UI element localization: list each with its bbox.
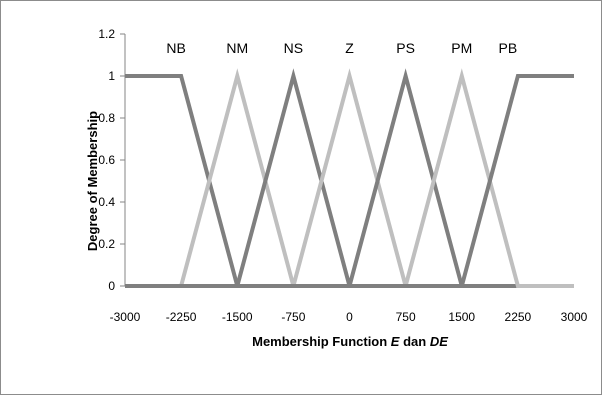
set-label-pm: PM	[451, 40, 472, 56]
set-label-ps: PS	[396, 40, 415, 56]
set-label-nb: NB	[166, 40, 185, 56]
set-labels: NB NM NS Z PS PM PB	[166, 40, 517, 56]
series-layer	[125, 68, 574, 288]
y-tick-label: 0.6	[98, 153, 115, 167]
x-axis-label-part: dan	[399, 334, 429, 349]
y-axis-label: Degree of Membership	[85, 111, 100, 251]
tick-labels: 0 0.2 0.4 0.6 0.8 1 1.2 -3000 -2250 -1500 -750 0 750…	[98, 27, 587, 324]
x-tick-label: 1500	[448, 310, 475, 324]
series-line-pm	[125, 68, 574, 288]
set-label-z: Z	[345, 40, 354, 56]
x-tick-label: -2250	[166, 310, 197, 324]
series-line-z	[125, 68, 574, 288]
x-tick-label: 2250	[505, 310, 532, 324]
set-label-pb: PB	[499, 40, 518, 56]
y-tick-label: 0.8	[98, 111, 115, 125]
series-line-nm	[125, 68, 574, 288]
set-label-ns: NS	[284, 40, 303, 56]
set-label-nm: NM	[226, 40, 248, 56]
x-tick-label: -3000	[110, 310, 141, 324]
series-line-ns	[125, 68, 574, 288]
x-tick-label: 0	[346, 310, 353, 324]
series-line-ps	[125, 68, 574, 288]
y-tick-label: 0.2	[98, 237, 115, 251]
series-line-nb	[125, 74, 574, 288]
x-tick-label: 3000	[561, 310, 588, 324]
y-tick-label: 0	[108, 279, 115, 293]
y-tick-label: 1.2	[98, 27, 115, 41]
x-axis-label: Membership Function E dan DE	[252, 334, 448, 349]
y-tick-label: 0.4	[98, 195, 115, 209]
x-axis-label-part: E	[391, 334, 400, 349]
x-axis-label-part: DE	[430, 334, 448, 349]
x-axis-label-part: Membership Function	[252, 334, 391, 349]
x-tick-label: -1500	[222, 310, 253, 324]
x-tick-label: 750	[396, 310, 416, 324]
series-line-pb	[125, 74, 574, 288]
x-tick-label: -750	[281, 310, 305, 324]
y-tick-label: 1	[108, 69, 115, 83]
